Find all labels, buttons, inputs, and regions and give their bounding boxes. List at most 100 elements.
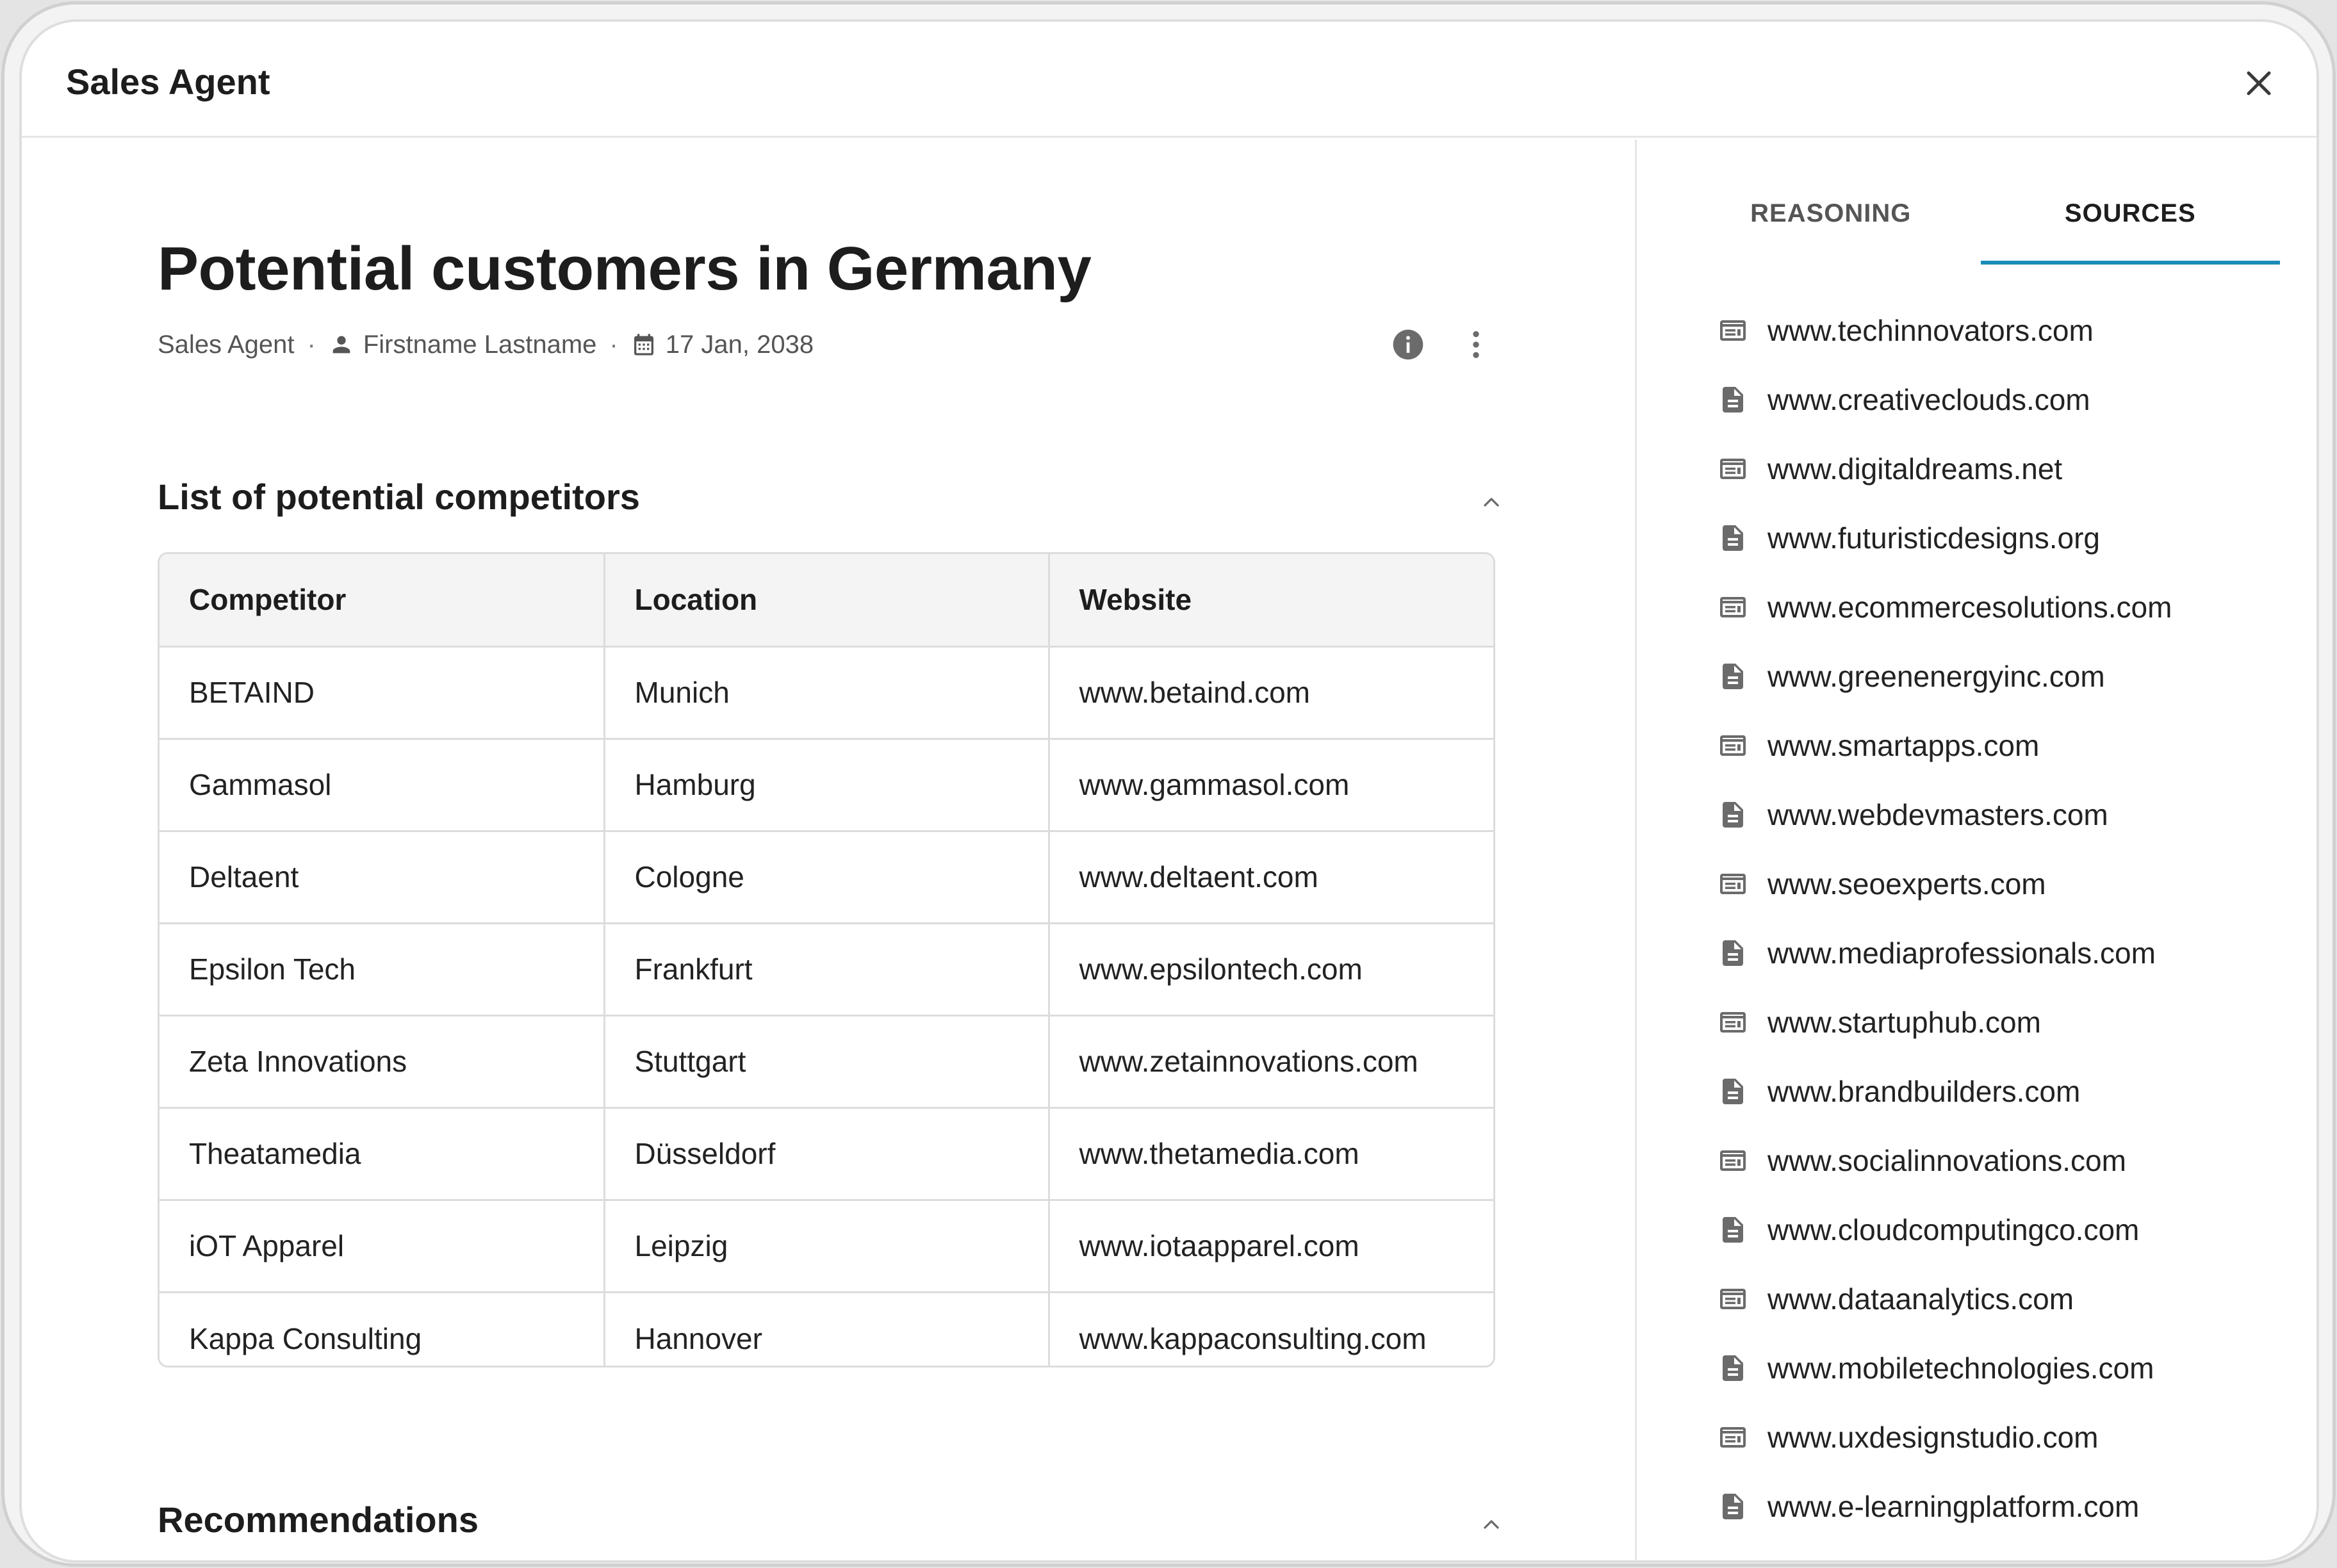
website-cell[interactable]: www.thetamedia.com bbox=[1049, 1107, 1493, 1201]
source-url: www.creativeclouds.com bbox=[1767, 383, 2090, 416]
more-vertical-icon bbox=[1473, 331, 1479, 358]
source-url: www.smartapps.com bbox=[1767, 729, 2040, 762]
source-item[interactable]: www.uxdesignstudio.com bbox=[1637, 1403, 2316, 1472]
source-item[interactable]: www.startuphub.com bbox=[1637, 988, 2316, 1057]
location-cell: Frankfurt bbox=[604, 923, 1050, 1017]
source-url: www.digitaldreams.net bbox=[1767, 452, 2063, 486]
competitors-section-title: List of potential competitors bbox=[158, 477, 640, 517]
sources-list: www.techinnovators.com www.creativeclouds… bbox=[1637, 296, 2316, 1541]
source-url: www.mediaprofessionals.com bbox=[1767, 936, 2156, 970]
info-icon bbox=[1393, 329, 1423, 360]
web-page-icon bbox=[1715, 1143, 1751, 1179]
location-cell: Cologne bbox=[604, 831, 1050, 924]
calendar-icon bbox=[631, 332, 657, 357]
source-item[interactable]: www.e-learningplatform.com bbox=[1637, 1472, 2316, 1541]
dialog-header: Sales Agent bbox=[22, 22, 2316, 138]
source-item[interactable]: www.ecommercesolutions.com bbox=[1637, 573, 2316, 642]
page-title: Potential customers in Germany bbox=[158, 234, 1092, 303]
source-item[interactable]: www.smartapps.com bbox=[1637, 711, 2316, 780]
column-header: Location bbox=[604, 554, 1050, 648]
report-meta: Sales Agent · Firstname Lastname · 17 Ja… bbox=[158, 329, 814, 361]
web-page-icon bbox=[1715, 451, 1751, 487]
source-url: www.mobiletechnologies.com bbox=[1767, 1352, 2154, 1385]
sales-agent-dialog: Sales Agent Potential customers in Germa… bbox=[19, 19, 2319, 1563]
web-page-icon bbox=[1715, 589, 1751, 625]
source-url: www.cloudcomputingco.com bbox=[1767, 1213, 2140, 1246]
close-button[interactable] bbox=[2238, 63, 2279, 104]
competitor-cell: BETAIND bbox=[160, 646, 605, 740]
source-item[interactable]: www.socialinnovations.com bbox=[1637, 1126, 2316, 1195]
source-item[interactable]: www.cloudcomputingco.com bbox=[1637, 1195, 2316, 1264]
source-item[interactable]: www.futuristicdesigns.org bbox=[1637, 503, 2316, 573]
recommendations-section-title: Recommendations bbox=[158, 1499, 479, 1540]
document-icon bbox=[1715, 1074, 1751, 1109]
web-page-icon bbox=[1715, 728, 1751, 764]
website-cell[interactable]: www.betaind.com bbox=[1049, 646, 1493, 740]
source-item[interactable]: www.brandbuilders.com bbox=[1637, 1057, 2316, 1126]
location-cell: Leipzig bbox=[604, 1200, 1050, 1293]
source-url: www.ecommercesolutions.com bbox=[1767, 591, 2172, 624]
document-icon bbox=[1715, 520, 1751, 556]
source-item[interactable]: www.webdevmasters.com bbox=[1637, 780, 2316, 849]
chevron-up-icon bbox=[1484, 1520, 1499, 1529]
website-cell[interactable]: www.kappaconsulting.com bbox=[1079, 1321, 1427, 1355]
website-cell[interactable]: www.iotaapparel.com bbox=[1049, 1200, 1493, 1293]
recommendations-collapse-button[interactable] bbox=[1472, 1505, 1511, 1544]
document-icon bbox=[1715, 1350, 1751, 1386]
person-icon bbox=[329, 332, 354, 357]
source-url: www.e-learningplatform.com bbox=[1767, 1490, 2140, 1523]
meta-agent: Sales Agent bbox=[158, 330, 295, 359]
competitors-table: Competitor Location Website BETAIND Munich w… bbox=[158, 552, 1495, 1368]
source-url: www.uxdesignstudio.com bbox=[1767, 1421, 2099, 1454]
competitor-cell: Zeta Innovations bbox=[160, 1015, 605, 1109]
more-options-button[interactable] bbox=[1456, 325, 1496, 364]
source-item[interactable]: www.seoexperts.com bbox=[1637, 849, 2316, 919]
meta-separator: · bbox=[609, 330, 618, 359]
source-item[interactable]: www.mobiletechnologies.com bbox=[1637, 1334, 2316, 1403]
web-page-icon bbox=[1715, 1004, 1751, 1040]
website-cell[interactable]: www.zetainnovations.com bbox=[1049, 1015, 1493, 1109]
source-item[interactable]: www.mediaprofessionals.com bbox=[1637, 919, 2316, 988]
main-content: Potential customers in Germany Sales Age… bbox=[22, 140, 1635, 1560]
source-item[interactable]: www.techinnovators.com bbox=[1637, 296, 2316, 365]
source-url: www.socialinnovations.com bbox=[1767, 1144, 2126, 1177]
table-row: Gammasol Hamburg www.gammasol.com bbox=[160, 739, 1493, 832]
competitor-cell: Deltaent bbox=[160, 831, 605, 924]
competitor-cell: iOT Apparel bbox=[160, 1200, 605, 1293]
web-page-icon bbox=[1715, 1419, 1751, 1455]
side-panel: REASONING SOURCES www.techinnovators.com… bbox=[1635, 140, 2316, 1560]
source-item[interactable]: www.dataanalytics.com bbox=[1637, 1264, 2316, 1334]
website-cell[interactable]: www.epsilontech.com bbox=[1049, 923, 1493, 1017]
source-url: www.techinnovators.com bbox=[1767, 314, 2094, 347]
meta-separator: · bbox=[307, 330, 316, 359]
table-row: Kappa Consulting Hannover www.kappaconsult… bbox=[160, 1292, 1493, 1366]
source-item[interactable]: www.creativeclouds.com bbox=[1637, 365, 2316, 434]
website-cell[interactable]: www.deltaent.com bbox=[1049, 831, 1493, 924]
table-row: Theatamedia Düsseldorf www.thetamedia.com bbox=[160, 1107, 1493, 1201]
column-header: Website bbox=[1049, 554, 1493, 648]
document-icon bbox=[1715, 935, 1751, 971]
competitors-collapse-button[interactable] bbox=[1472, 483, 1511, 521]
source-url: www.futuristicdesigns.org bbox=[1767, 521, 2100, 555]
column-header: Competitor bbox=[160, 554, 605, 648]
tab-sources[interactable]: SOURCES bbox=[1980, 140, 2281, 265]
close-icon bbox=[2247, 71, 2271, 95]
source-url: www.greenenergyinc.com bbox=[1767, 660, 2105, 693]
info-button[interactable] bbox=[1388, 325, 1428, 364]
location-cell: Düsseldorf bbox=[604, 1107, 1050, 1201]
tab-reasoning[interactable]: REASONING bbox=[1750, 199, 1912, 227]
web-page-icon bbox=[1715, 1281, 1751, 1317]
document-icon bbox=[1715, 1489, 1751, 1524]
source-item[interactable]: www.digitaldreams.net bbox=[1637, 434, 2316, 503]
website-cell[interactable]: www.gammasol.com bbox=[1049, 739, 1493, 832]
source-url: www.startuphub.com bbox=[1767, 1006, 2041, 1039]
competitor-cell: Gammasol bbox=[160, 739, 605, 832]
source-url: www.seoexperts.com bbox=[1767, 867, 2046, 901]
side-panel-tabs: REASONING SOURCES bbox=[1681, 140, 2280, 265]
table-row: Zeta Innovations Stuttgart www.zetainnovat… bbox=[160, 1015, 1493, 1109]
location-cell: Stuttgart bbox=[604, 1015, 1050, 1109]
document-icon bbox=[1715, 1212, 1751, 1248]
source-item[interactable]: www.greenenergyinc.com bbox=[1637, 642, 2316, 711]
chevron-up-icon bbox=[1484, 498, 1499, 507]
